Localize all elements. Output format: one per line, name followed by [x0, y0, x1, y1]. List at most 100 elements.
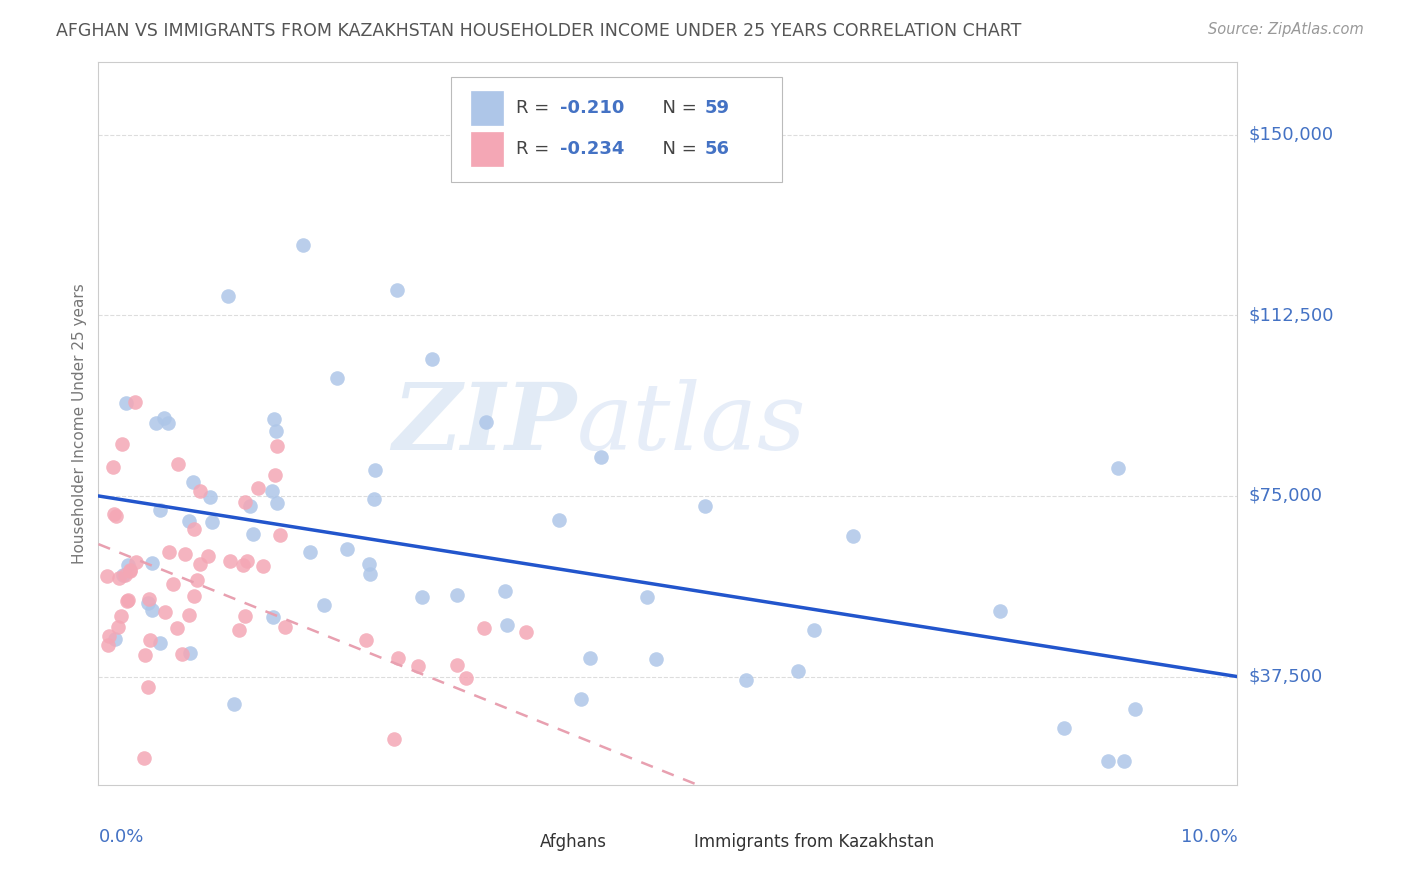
Point: [167, 457, 190, 471]
Point: [1123, 702, 1146, 716]
Point: [136, 596, 159, 610]
Point: [134, 648, 156, 663]
Point: [232, 558, 254, 572]
Point: [266, 496, 288, 510]
Point: [114, 396, 136, 410]
Point: [124, 394, 146, 409]
Point: [198, 491, 221, 505]
Point: [1114, 754, 1136, 768]
Point: [456, 671, 478, 685]
Point: [197, 549, 219, 563]
Point: [138, 591, 160, 606]
Point: [734, 673, 756, 687]
Point: [446, 657, 468, 672]
Point: [364, 463, 387, 477]
Y-axis label: Householder Income Under 25 years: Householder Income Under 25 years: [72, 284, 87, 564]
Point: [117, 558, 139, 572]
Text: $150,000: $150,000: [1249, 126, 1333, 144]
Point: [104, 632, 127, 647]
Text: $75,000: $75,000: [1249, 487, 1323, 505]
Point: [475, 416, 498, 430]
Text: N =: N =: [651, 99, 702, 117]
Point: [148, 636, 170, 650]
Point: [172, 647, 194, 661]
Text: 0.0%: 0.0%: [98, 829, 143, 847]
Point: [363, 491, 385, 506]
Point: [298, 544, 321, 558]
Point: [494, 583, 516, 598]
Text: R =: R =: [516, 99, 555, 117]
Bar: [471, 132, 503, 167]
Point: [496, 618, 519, 632]
Point: [273, 620, 295, 634]
Point: [139, 632, 162, 647]
Point: [190, 484, 212, 499]
Point: [314, 599, 336, 613]
Point: [787, 664, 810, 678]
Text: N =: N =: [651, 140, 702, 158]
Point: [108, 571, 131, 585]
Point: [326, 370, 349, 384]
Point: [179, 514, 201, 528]
Text: -0.234: -0.234: [560, 140, 624, 158]
Point: [359, 557, 381, 571]
Point: [359, 566, 381, 581]
Point: [233, 608, 256, 623]
Point: [406, 659, 429, 673]
Point: [162, 576, 184, 591]
Point: [263, 468, 285, 483]
Point: [636, 591, 658, 605]
Point: [252, 559, 274, 574]
Text: $37,500: $37,500: [1249, 667, 1323, 686]
Point: [120, 563, 142, 577]
Point: [153, 411, 176, 425]
Point: [155, 605, 177, 619]
Point: [842, 529, 865, 543]
Point: [111, 568, 134, 582]
Point: [242, 526, 264, 541]
Point: [644, 652, 666, 666]
Bar: [471, 91, 503, 125]
Point: [354, 632, 377, 647]
Point: [217, 289, 239, 303]
Point: [803, 623, 825, 637]
Point: [1097, 754, 1119, 768]
Point: [107, 620, 129, 634]
Point: [547, 512, 569, 526]
Text: AFGHAN VS IMMIGRANTS FROM KAZAKHSTAN HOUSEHOLDER INCOME UNDER 25 YEARS CORRELATI: AFGHAN VS IMMIGRANTS FROM KAZAKHSTAN HOU…: [56, 22, 1022, 40]
Point: [136, 680, 159, 694]
Point: [1107, 461, 1129, 475]
Point: [166, 621, 188, 635]
Point: [569, 691, 592, 706]
Point: [264, 425, 287, 439]
Text: Immigrants from Kazakhstan: Immigrants from Kazakhstan: [695, 833, 935, 851]
Point: [179, 608, 201, 623]
Point: [115, 594, 138, 608]
Text: Source: ZipAtlas.com: Source: ZipAtlas.com: [1208, 22, 1364, 37]
Point: [186, 574, 208, 588]
Point: [132, 751, 155, 765]
Point: [239, 499, 262, 513]
Point: [183, 522, 205, 536]
Point: [181, 475, 204, 489]
Text: 10.0%: 10.0%: [1181, 829, 1237, 847]
Point: [201, 515, 224, 529]
Point: [219, 554, 242, 568]
Point: [246, 481, 269, 495]
Point: [382, 731, 405, 746]
Point: [97, 638, 120, 652]
Point: [117, 593, 139, 607]
Point: [262, 609, 284, 624]
Text: 59: 59: [704, 99, 730, 117]
Point: [420, 351, 443, 366]
Point: [145, 417, 167, 431]
Point: [157, 545, 180, 559]
Point: [111, 437, 134, 451]
Text: $112,500: $112,500: [1249, 306, 1334, 325]
Text: ZIP: ZIP: [392, 379, 576, 468]
Point: [988, 604, 1011, 618]
Point: [228, 623, 250, 637]
Point: [233, 495, 256, 509]
Point: [1053, 722, 1076, 736]
Point: [156, 416, 179, 430]
